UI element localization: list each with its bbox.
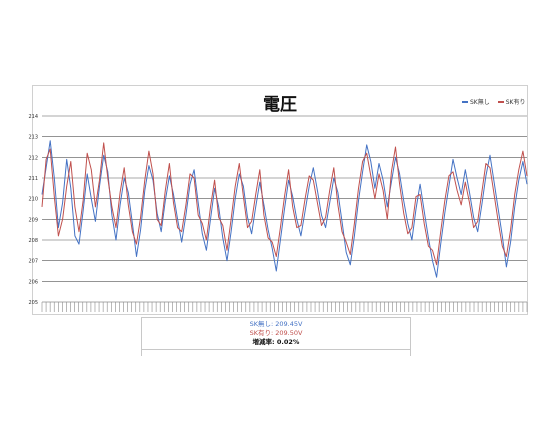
y-tick-label-213: 213: [28, 135, 38, 141]
legend-label-sk-ari: SK有り: [505, 99, 526, 106]
y-tick-label-209: 209: [28, 217, 38, 223]
y-tick-label-212: 212: [28, 155, 38, 161]
y-tick-label-208: 208: [28, 238, 38, 244]
y-tick-label-205: 205: [28, 300, 38, 306]
y-tick-label-211: 211: [28, 176, 38, 182]
series-line-sk-ari: [41, 142, 528, 266]
legend-swatch-red: [497, 100, 504, 103]
y-tick-label-206: 206: [28, 279, 38, 285]
legend-item-sk-ari: SK有り: [497, 97, 526, 106]
stats-connector-right: [410, 350, 411, 356]
y-tick-label-207: 207: [28, 259, 38, 265]
series-line-sk-nashi: [41, 140, 528, 278]
stats-sk-ari: SK有り: 209.50V: [249, 329, 303, 337]
legend-swatch-blue: [462, 100, 468, 103]
legend-item-sk-nashi: SK無し: [462, 97, 490, 106]
chart-title: 電圧: [263, 95, 297, 115]
legend: SK無し SK有り: [462, 97, 526, 106]
y-tick-label-210: 210: [28, 197, 38, 203]
stats-sk-nashi: SK無し: 209.45V: [249, 320, 303, 328]
legend-label-sk-nashi: SK無し: [470, 99, 490, 106]
y-tick-label-214: 214: [28, 114, 38, 120]
stats-connector-left: [141, 350, 142, 356]
stats-box: SK無し: 209.45V SK有り: 209.50V 増減率: 0.02%: [141, 317, 411, 350]
stats-change-rate: 増減率: 0.02%: [252, 338, 300, 346]
